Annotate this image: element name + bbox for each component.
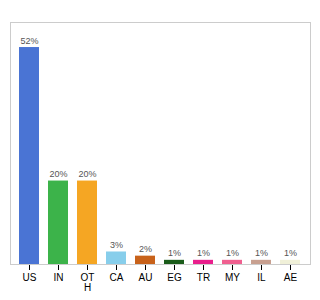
svg-text:52%: 52% [20,36,38,46]
svg-text:1%: 1% [255,248,268,258]
svg-text:EG: EG [167,272,182,283]
svg-text:OTH: OTH [81,272,95,293]
svg-text:1%: 1% [197,248,210,258]
svg-text:IN: IN [54,272,64,283]
svg-text:AU: AU [139,272,153,283]
svg-text:3%: 3% [110,240,123,250]
svg-text:1%: 1% [284,248,297,258]
svg-text:TR: TR [197,272,210,283]
svg-text:2%: 2% [139,244,152,254]
svg-text:1%: 1% [226,248,239,258]
svg-text:CA: CA [110,272,124,283]
svg-text:MY: MY [225,272,240,283]
svg-text:20%: 20% [49,169,67,179]
svg-text:1%: 1% [168,248,181,258]
svg-text:IL: IL [257,272,266,283]
svg-text:20%: 20% [78,169,96,179]
svg-text:US: US [23,272,37,283]
svg-text:AE: AE [284,272,298,283]
